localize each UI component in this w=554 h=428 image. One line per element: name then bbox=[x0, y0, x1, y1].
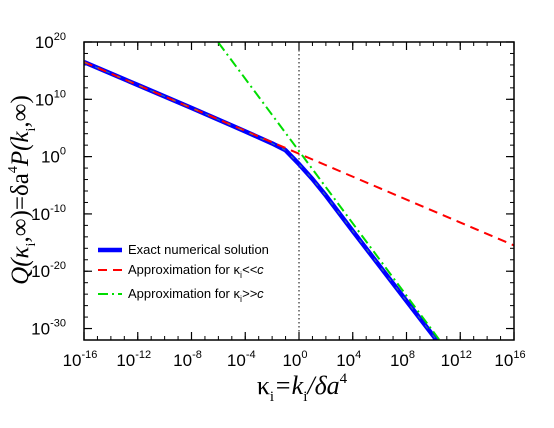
x-tick-label: 1016 bbox=[494, 349, 525, 370]
y-axis-label: Q(κi,∞)=δa4P(ki,∞) bbox=[6, 95, 39, 285]
y-tick-label: 10-30 bbox=[31, 318, 66, 339]
exact-solution-line bbox=[84, 60, 440, 340]
x-tick-label: 10-16 bbox=[63, 349, 98, 370]
y-tick-label: 10-20 bbox=[31, 260, 66, 281]
small-kappa-approx-line bbox=[84, 61, 514, 247]
x-tick-label: 10-4 bbox=[227, 349, 256, 370]
large-kappa-approx-line bbox=[217, 42, 441, 340]
y-tick-label: 100 bbox=[41, 146, 66, 167]
x-tick-label: 104 bbox=[336, 349, 361, 370]
legend-entry: Exact numerical solution bbox=[128, 242, 269, 257]
y-tick-label: 10-10 bbox=[31, 203, 66, 224]
x-tick-label: 1012 bbox=[441, 349, 472, 370]
legend-entry: Approximation for κi>>c bbox=[128, 286, 264, 304]
x-tick-label: 108 bbox=[390, 349, 415, 370]
y-tick-label: 1020 bbox=[35, 31, 66, 52]
x-tick-label: 10-8 bbox=[173, 349, 202, 370]
x-axis-label: κi=ki/δa4 bbox=[257, 371, 348, 405]
x-tick-label: 100 bbox=[282, 349, 307, 370]
legend-entry: Approximation for κi<<c bbox=[128, 262, 264, 280]
x-tick-label: 10-12 bbox=[116, 349, 151, 370]
plot-frame bbox=[83, 41, 515, 341]
y-tick-label: 1010 bbox=[35, 88, 66, 109]
